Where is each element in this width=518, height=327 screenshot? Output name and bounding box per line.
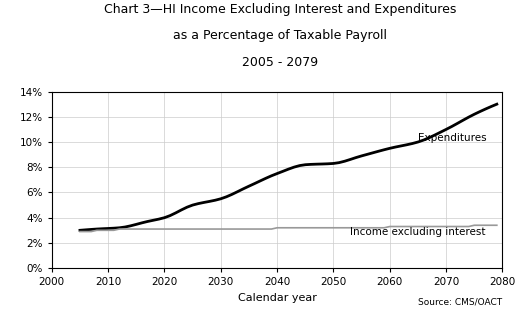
Text: Chart 3—HI Income Excluding Interest and Expenditures: Chart 3—HI Income Excluding Interest and… [104,3,456,16]
Text: 2005 - 2079: 2005 - 2079 [242,56,318,69]
Text: Expenditures: Expenditures [418,133,486,143]
X-axis label: Calendar year: Calendar year [238,293,316,303]
Text: as a Percentage of Taxable Payroll: as a Percentage of Taxable Payroll [172,29,387,43]
Text: Income excluding interest: Income excluding interest [350,227,486,237]
Text: Source: CMS/OACT: Source: CMS/OACT [419,298,502,307]
